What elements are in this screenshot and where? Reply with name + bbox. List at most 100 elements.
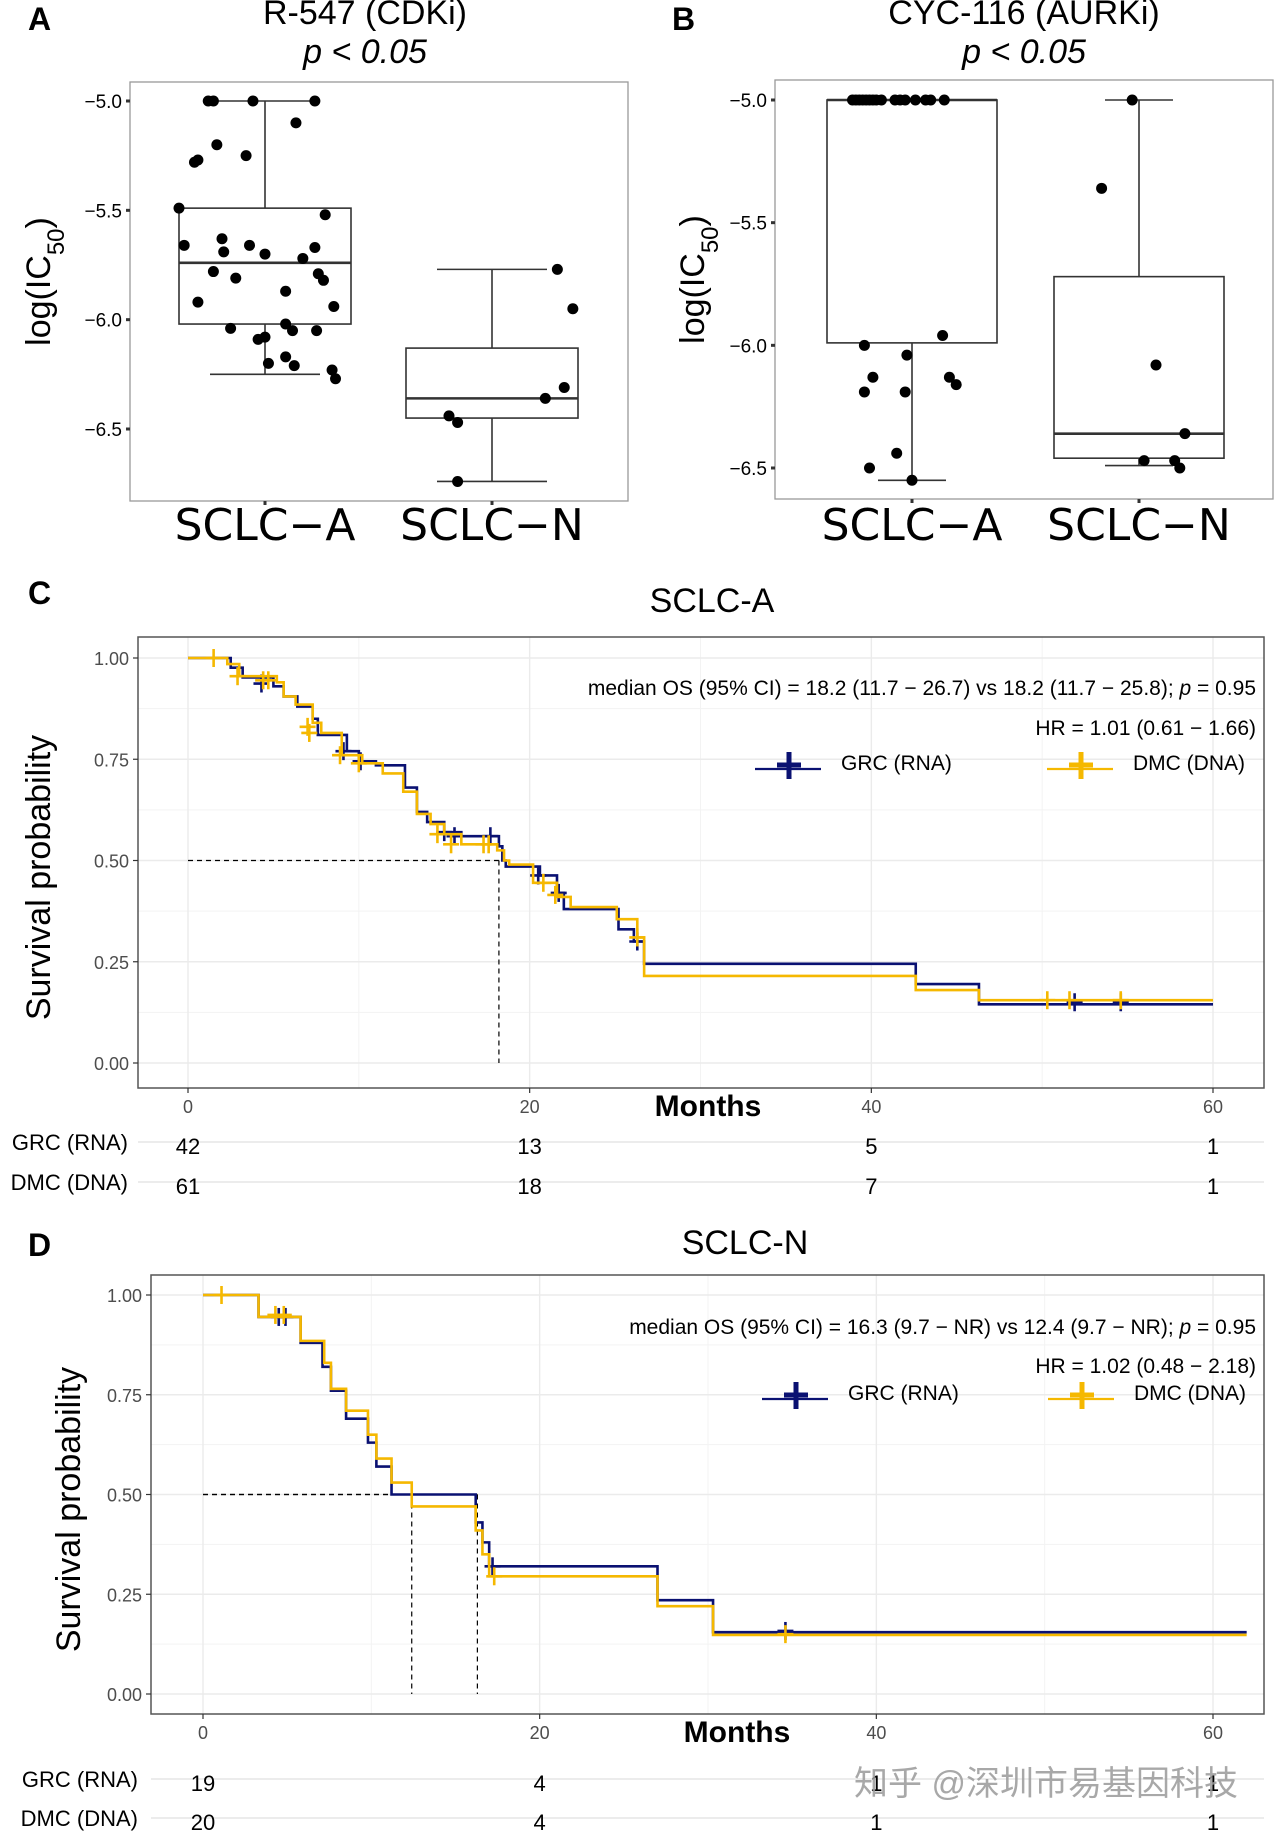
- data-point: [558, 381, 570, 393]
- data-point: [330, 373, 342, 385]
- data-point: [288, 360, 300, 372]
- data-point: [207, 95, 219, 107]
- data-point: [326, 364, 338, 376]
- data-point: [328, 301, 340, 313]
- data-point: [950, 379, 962, 391]
- y-axis-label: log(IC50): [20, 217, 70, 346]
- data-point: [247, 95, 259, 107]
- data-point: [280, 351, 292, 363]
- risk-table-count: 19: [191, 1771, 215, 1796]
- risk-table-count: 1: [1207, 1771, 1219, 1796]
- data-point: [280, 318, 292, 330]
- stats-annotation: median OS (95% CI) = 16.3 (9.7 − NR) vs …: [629, 1316, 1256, 1339]
- box: [1053, 275, 1225, 459]
- category-label: SCLC−N: [400, 500, 584, 551]
- y-axis-label: Survival probability: [50, 1367, 88, 1652]
- data-point: [244, 239, 256, 251]
- data-point: [290, 117, 302, 129]
- data-point: [280, 285, 292, 297]
- category-label: SCLC−N: [1047, 500, 1231, 551]
- data-point: [906, 474, 918, 486]
- risk-table-count: 13: [517, 1134, 541, 1159]
- survival-curve-dmc: [188, 656, 1213, 1002]
- category-label: SCLC−A: [175, 500, 356, 551]
- panel-a: A R-547 (CDKi)p < 0.05 −5.0 −5.5 −6.0 −6.5 log…: [20, 0, 629, 551]
- risk-table-count: 20: [191, 1810, 215, 1835]
- x-tick-label: 60: [1203, 1723, 1223, 1743]
- data-point: [297, 252, 309, 264]
- data-point: [178, 239, 190, 251]
- data-point: [1179, 428, 1191, 440]
- panel-d: D SCLC-N 0.00 0.25 0.50 0.75 1.00 0 20 40 60 Surviv…: [21, 1224, 1265, 1835]
- risk-table-count: 1: [1207, 1174, 1219, 1199]
- data-point: [858, 386, 870, 398]
- data-point: [867, 371, 879, 383]
- data-point: [925, 94, 937, 106]
- data-point: [858, 339, 870, 351]
- chart-title: SCLC-A: [650, 582, 775, 620]
- y-tick-label: −5.0: [729, 91, 767, 112]
- y-tick-label: 1.00: [94, 649, 129, 669]
- chart-subtitle: p < 0.05: [302, 33, 427, 71]
- risk-table-count: 7: [865, 1174, 877, 1199]
- risk-table-count: 1: [870, 1810, 882, 1835]
- risk-table-count: 1: [870, 1771, 882, 1796]
- data-point: [240, 150, 252, 162]
- y-tick-label: 0.75: [94, 750, 129, 770]
- hazard-ratio-annotation: HR = 1.02 (0.48 − 2.18): [1035, 1355, 1256, 1378]
- plot-frame: [137, 636, 1265, 1089]
- data-point: [1150, 359, 1162, 371]
- panel-b: B CYC-116 (AURKi)p < 0.05 −5.0 −5.5 −6.0 −6.5…: [672, 0, 1274, 551]
- data-point: [225, 322, 237, 334]
- chart-subtitle: p < 0.05: [961, 33, 1086, 71]
- watermark-text: 知乎 @深圳市易基因科技: [854, 1765, 1238, 1803]
- data-point: [216, 233, 228, 245]
- risk-table-count: 5: [865, 1134, 877, 1159]
- data-point: [259, 331, 271, 343]
- y-tick-label: −6.5: [729, 459, 767, 480]
- y-tick-label: 0.25: [94, 953, 129, 973]
- y-tick-label: −5.0: [84, 92, 122, 113]
- risk-table-count: 42: [176, 1134, 200, 1159]
- survival-curve-grc: [203, 1293, 1247, 1634]
- y-tick-label: −6.0: [84, 311, 122, 332]
- y-axis-label: Survival probability: [20, 735, 58, 1020]
- legend-label-grc: GRC (RNA): [841, 752, 952, 775]
- risk-table-row-label: DMC (DNA): [21, 1806, 138, 1831]
- data-point: [567, 303, 579, 315]
- x-tick-label: 40: [861, 1097, 881, 1117]
- data-point: [452, 475, 464, 487]
- chart-title: SCLC-N: [682, 1224, 809, 1262]
- data-point: [309, 242, 321, 254]
- x-tick-label: 60: [1203, 1097, 1223, 1117]
- data-point: [899, 94, 911, 106]
- box: [178, 207, 352, 325]
- legend-label-dmc: DMC (DNA): [1134, 1382, 1246, 1405]
- panel-label: B: [672, 1, 695, 37]
- data-point: [218, 246, 230, 258]
- panel-c: C SCLC-A 0.00 0.25 0.50 0.75 1.00 0 20 40 60 Surviv…: [11, 575, 1265, 1199]
- data-point: [443, 410, 455, 422]
- data-point: [551, 263, 563, 275]
- plot-frame: [129, 81, 629, 502]
- risk-table-row-label: GRC (RNA): [12, 1130, 128, 1155]
- data-point: [319, 209, 331, 221]
- box: [826, 99, 998, 344]
- y-tick-label: 0.00: [107, 1685, 142, 1705]
- y-tick-label: 1.00: [107, 1286, 142, 1306]
- x-tick-label: 20: [520, 1097, 540, 1117]
- risk-table-count: 18: [517, 1174, 541, 1199]
- legend-label-dmc: DMC (DNA): [1133, 752, 1245, 775]
- legend-label-grc: GRC (RNA): [848, 1382, 959, 1405]
- data-point: [864, 462, 875, 474]
- data-point: [309, 95, 321, 107]
- x-axis-label: Months: [655, 1090, 762, 1123]
- risk-table-count: 61: [176, 1174, 200, 1199]
- data-point: [1096, 182, 1108, 194]
- hazard-ratio-annotation: HR = 1.01 (0.61 − 1.66): [1035, 717, 1256, 740]
- y-tick-label: −6.5: [84, 420, 122, 441]
- y-tick-label: −5.5: [84, 201, 122, 222]
- data-point: [938, 94, 950, 106]
- y-tick-label: 0.00: [94, 1054, 129, 1074]
- data-point: [909, 94, 921, 106]
